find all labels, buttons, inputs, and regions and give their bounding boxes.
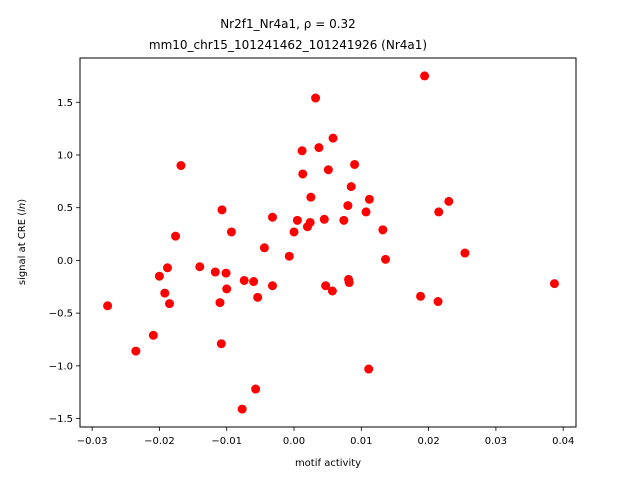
- data-point: [215, 298, 225, 308]
- data-point: [160, 288, 170, 298]
- data-point: [549, 279, 559, 289]
- data-point: [292, 215, 302, 225]
- y-axis-label: signal at CRE (ln): [17, 199, 28, 285]
- data-point: [323, 165, 333, 175]
- plot-area-frame: [79, 57, 577, 428]
- data-point: [289, 227, 299, 237]
- data-point: [267, 281, 277, 291]
- y-tick-label: 1.5: [57, 98, 73, 109]
- data-point: [305, 217, 315, 227]
- x-tick-label: 0.00: [283, 436, 305, 447]
- data-point: [237, 404, 247, 414]
- x-tick-label: 0.03: [485, 436, 507, 447]
- data-point: [165, 299, 175, 309]
- data-point: [217, 205, 227, 215]
- data-point: [251, 384, 261, 394]
- data-point: [284, 251, 294, 261]
- y-tick-label: 0.0: [57, 256, 73, 267]
- data-point: [434, 207, 444, 217]
- data-point: [420, 71, 430, 81]
- x-axis-label: motif activity: [295, 458, 361, 469]
- chart-title-line-2: mm10_chr15_101241462_101241926 (Nr4a1): [149, 38, 427, 52]
- data-point: [346, 182, 356, 192]
- data-point: [460, 248, 470, 258]
- data-point: [378, 225, 388, 235]
- data-point: [319, 214, 329, 224]
- data-point: [253, 292, 263, 302]
- data-points: [103, 71, 559, 414]
- x-tick-label: −0.01: [211, 436, 242, 447]
- data-point: [311, 93, 321, 103]
- x-axis-ticks: −0.03 −0.02 −0.01 0.00 0.01 0.02 0.03 0.04: [77, 427, 574, 447]
- data-point: [433, 297, 443, 307]
- data-point: [298, 169, 308, 179]
- data-point: [154, 271, 164, 281]
- y-tick-label: −0.5: [49, 309, 73, 320]
- data-point: [328, 133, 338, 143]
- data-point: [321, 281, 331, 291]
- data-point: [171, 231, 181, 241]
- data-point: [162, 263, 172, 273]
- data-point: [148, 330, 158, 340]
- data-point: [259, 243, 269, 253]
- y-tick-label: −1.5: [49, 414, 73, 425]
- data-point: [176, 161, 186, 171]
- data-point: [364, 364, 374, 374]
- data-point: [195, 262, 205, 272]
- data-point: [343, 201, 353, 211]
- data-point: [226, 227, 236, 237]
- y-tick-label: 1.0: [57, 150, 73, 161]
- data-point: [222, 284, 232, 294]
- data-point: [210, 267, 220, 277]
- data-point: [314, 143, 324, 153]
- x-tick-label: 0.04: [552, 436, 574, 447]
- chart-title-line-1: Nr2f1_Nr4a1, ρ = 0.32: [220, 17, 356, 31]
- data-point: [361, 207, 371, 217]
- x-tick-label: 0.02: [417, 436, 439, 447]
- x-tick-label: −0.03: [77, 436, 108, 447]
- data-point: [364, 194, 374, 204]
- data-point: [444, 196, 454, 206]
- data-point: [103, 301, 113, 311]
- x-tick-label: −0.02: [144, 436, 175, 447]
- y-axis-ticks: −1.5 −1.0 −0.5 0.0 0.5 1.0 1.5: [49, 98, 80, 425]
- y-tick-label: 0.5: [57, 203, 73, 214]
- y-tick-label: −1.0: [49, 361, 73, 372]
- data-point: [267, 212, 277, 222]
- data-point: [350, 159, 360, 169]
- data-point: [221, 268, 231, 278]
- data-point: [297, 146, 307, 156]
- data-point: [344, 278, 354, 288]
- data-point: [416, 291, 426, 301]
- data-point: [339, 215, 349, 225]
- data-point: [381, 254, 391, 264]
- data-point: [249, 277, 259, 287]
- x-tick-label: 0.01: [350, 436, 372, 447]
- data-point: [327, 286, 337, 296]
- data-point: [239, 275, 249, 285]
- data-point: [306, 192, 316, 202]
- y-axis-label-unit: ln: [17, 203, 28, 212]
- data-point: [216, 339, 226, 349]
- data-point: [131, 346, 141, 356]
